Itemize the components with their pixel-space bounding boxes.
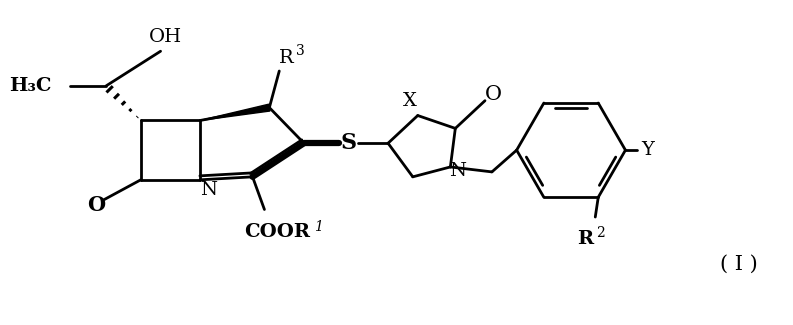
- Text: COOR: COOR: [244, 223, 310, 241]
- Text: Y: Y: [641, 141, 653, 159]
- Text: 3: 3: [296, 44, 305, 58]
- Text: R: R: [577, 230, 593, 248]
- Polygon shape: [200, 104, 270, 121]
- Text: N: N: [200, 181, 216, 199]
- Text: 2: 2: [596, 226, 604, 240]
- Text: H₃C: H₃C: [10, 77, 52, 95]
- Text: O: O: [87, 195, 105, 214]
- Text: O: O: [485, 85, 501, 104]
- Text: X: X: [403, 92, 417, 110]
- Text: 1: 1: [314, 220, 324, 234]
- Text: N: N: [449, 162, 465, 180]
- Text: S: S: [340, 132, 357, 154]
- Text: OH: OH: [149, 28, 182, 46]
- Text: R: R: [279, 49, 293, 67]
- Text: ( I ): ( I ): [720, 254, 758, 273]
